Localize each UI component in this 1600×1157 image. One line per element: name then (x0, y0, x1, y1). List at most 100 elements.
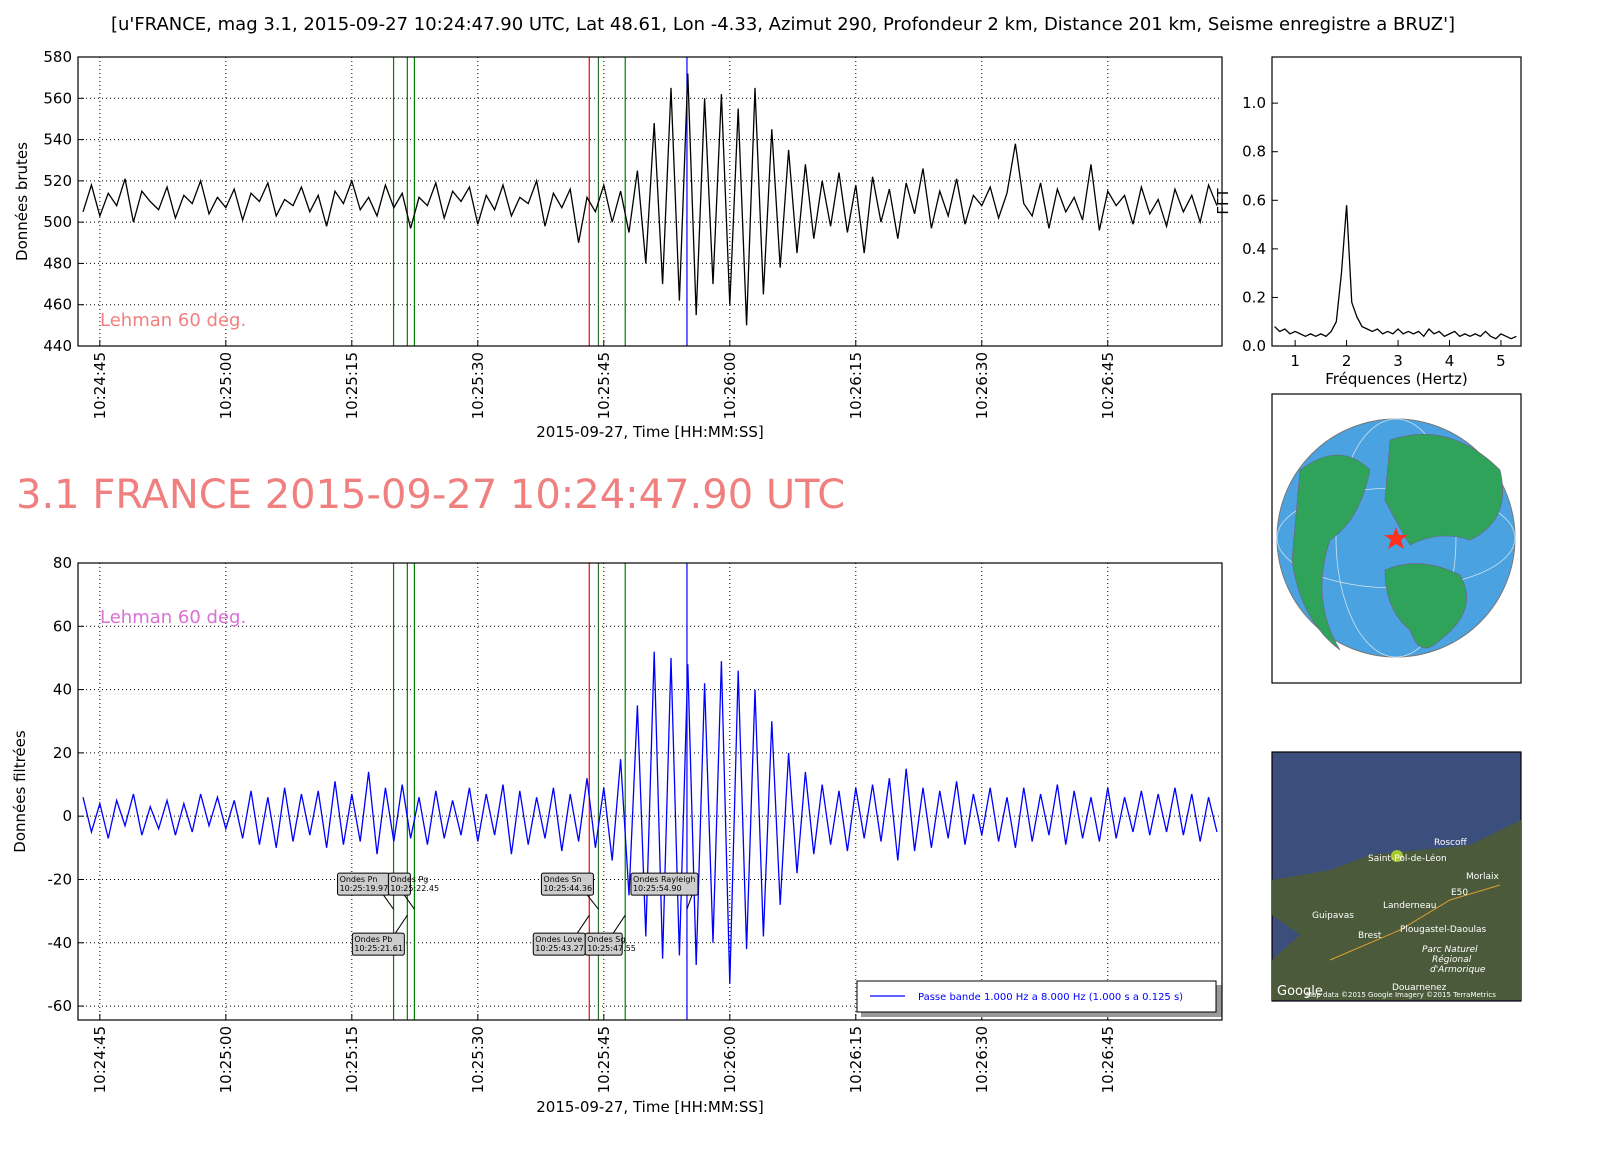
plot-frame (1271, 56, 1522, 347)
annotation-name: Ondes Love (535, 935, 582, 944)
map-label: Saint-Pol-de-Léon (1368, 853, 1447, 864)
annotation-time: 10:25:22.45 (390, 884, 439, 893)
annotation-arrow (403, 894, 415, 910)
y-tick-label: -40 (48, 934, 73, 952)
map-label: Douarnenez (1392, 983, 1447, 993)
x-tick-label: 10:25:00 (217, 352, 235, 419)
annotation-name: Ondes Sn (543, 875, 581, 884)
annotation-time: 10:25:19.97 (340, 884, 389, 893)
globe-land (1291, 454, 1371, 651)
annotation-arrow (576, 914, 590, 934)
note: Lehman 60 deg. (100, 310, 246, 331)
annotation-time: 10:25:47.55 (587, 944, 636, 953)
epicenter-star (1384, 527, 1408, 549)
x-tick-label: 2 (1342, 352, 1352, 370)
chart-title: 3.1 FRANCE 2015-09-27 10:24:47.90 UTC (16, 472, 845, 518)
globe-land (1384, 563, 1467, 649)
y-tick-label: -60 (48, 997, 73, 1015)
y-tick-label: 540 (43, 131, 72, 149)
legend-box (856, 980, 1217, 1013)
map-label: Landerneau (1383, 901, 1437, 911)
y-tick-label: 440 (43, 337, 72, 355)
y-tick-label: 500 (43, 213, 72, 231)
annotation-arrow (686, 895, 693, 910)
x-tick-label: 10:25:30 (469, 352, 487, 419)
annotation-time: 10:25:44.36 (543, 884, 592, 893)
annotation-name: Ondes Pg (390, 875, 428, 884)
y-tick-label: 480 (43, 254, 72, 272)
map-label: Roscoff (1434, 838, 1467, 848)
map-label: Régional (1432, 954, 1472, 965)
x-tick-label: 10:24:45 (91, 352, 109, 419)
globe-graticule (1335, 418, 1457, 658)
y-tick-label: 580 (43, 48, 72, 66)
plot-frame (77, 562, 1223, 1021)
annotation-box (584, 932, 623, 956)
x-tick-label: 3 (1393, 352, 1403, 370)
x-tick-label: 10:26:30 (973, 352, 991, 419)
x-axis-label: 2015-09-27, Time [HH:MM:SS] (536, 423, 763, 441)
y-tick-label: 0.4 (1242, 240, 1266, 258)
y-tick-label: 520 (43, 172, 72, 190)
y-tick-label: 80 (53, 554, 72, 572)
y-tick-label: 0 (62, 807, 72, 825)
map-label: d'Armorique (1430, 965, 1486, 975)
map-label: Plougastel-Daoulas (1400, 925, 1487, 935)
x-tick-label: 10:26:00 (721, 352, 739, 419)
y-tick-label: 460 (43, 296, 72, 314)
x-tick-label: 4 (1445, 352, 1455, 370)
annotation-name: Ondes Pn (340, 875, 378, 884)
y-tick-label: 40 (53, 681, 72, 699)
x-axis-label: Fréquences (Hertz) (1325, 370, 1468, 388)
x-tick-label: 10:26:45 (1099, 352, 1117, 419)
map (1271, 751, 1522, 1002)
map-label: Brest (1358, 931, 1382, 941)
x-tick-label: 10:25:45 (595, 1026, 613, 1093)
legend-label: Passe bande 1.000 Hz a 8.000 Hz (1.000 s… (918, 992, 1183, 1003)
y-tick-label: 0.8 (1242, 143, 1266, 161)
note: Lehman 60 deg. (100, 607, 246, 628)
annotation-arrow (383, 894, 394, 910)
y-tick-label: 0.6 (1242, 191, 1266, 209)
globe (1271, 393, 1522, 684)
y-tick-label: 0.0 (1242, 337, 1266, 355)
y-axis-label: Données filtrées (11, 730, 29, 853)
plot-frame (77, 56, 1223, 347)
annotation-arrow (612, 914, 626, 934)
x-tick-label: 10:25:15 (343, 1026, 361, 1093)
y-tick-label: 20 (53, 744, 72, 762)
annotation-name: Ondes Pb (354, 935, 392, 944)
x-axis-label: 2015-09-27, Time [HH:MM:SS] (536, 1098, 763, 1116)
series-line (1274, 205, 1517, 340)
annotation-time: 10:25:43.27 (535, 944, 584, 953)
annotation-box (540, 872, 594, 896)
x-tick-label: 10:24:45 (91, 1026, 109, 1093)
x-tick-label: 10:25:00 (217, 1026, 235, 1093)
y-tick-label: 0.2 (1242, 288, 1266, 306)
x-tick-label: 10:26:15 (847, 352, 865, 419)
map-label: Google (1277, 984, 1323, 999)
x-tick-label: 10:26:45 (1099, 1026, 1117, 1093)
y-tick-label: -20 (48, 870, 73, 888)
x-tick-label: 10:26:15 (847, 1026, 865, 1093)
map-land (1272, 820, 1521, 1000)
map-label: Parc Naturel (1422, 945, 1478, 955)
map-label: Guipavas (1312, 911, 1354, 921)
x-tick-label: 10:26:30 (973, 1026, 991, 1093)
y-tick-label: 60 (53, 617, 72, 635)
globe-land (1384, 434, 1503, 546)
x-tick-label: 10:26:00 (721, 1026, 739, 1093)
x-tick-label: 10:25:30 (469, 1026, 487, 1093)
x-tick-label: 10:25:15 (343, 352, 361, 419)
annotation-box (387, 872, 411, 896)
annotation-time: 10:25:21.61 (354, 944, 403, 953)
y-tick-label: 1.0 (1242, 94, 1266, 112)
annotation-arrow (587, 894, 599, 910)
map-road (1329, 884, 1501, 961)
map-label: Morlaix (1466, 872, 1499, 882)
map-pin (1391, 850, 1403, 862)
annotation-name: Ondes Sg (587, 935, 625, 944)
annotation-time: 10:25:54.90 (633, 884, 682, 893)
map-label: E50 (1451, 888, 1468, 898)
